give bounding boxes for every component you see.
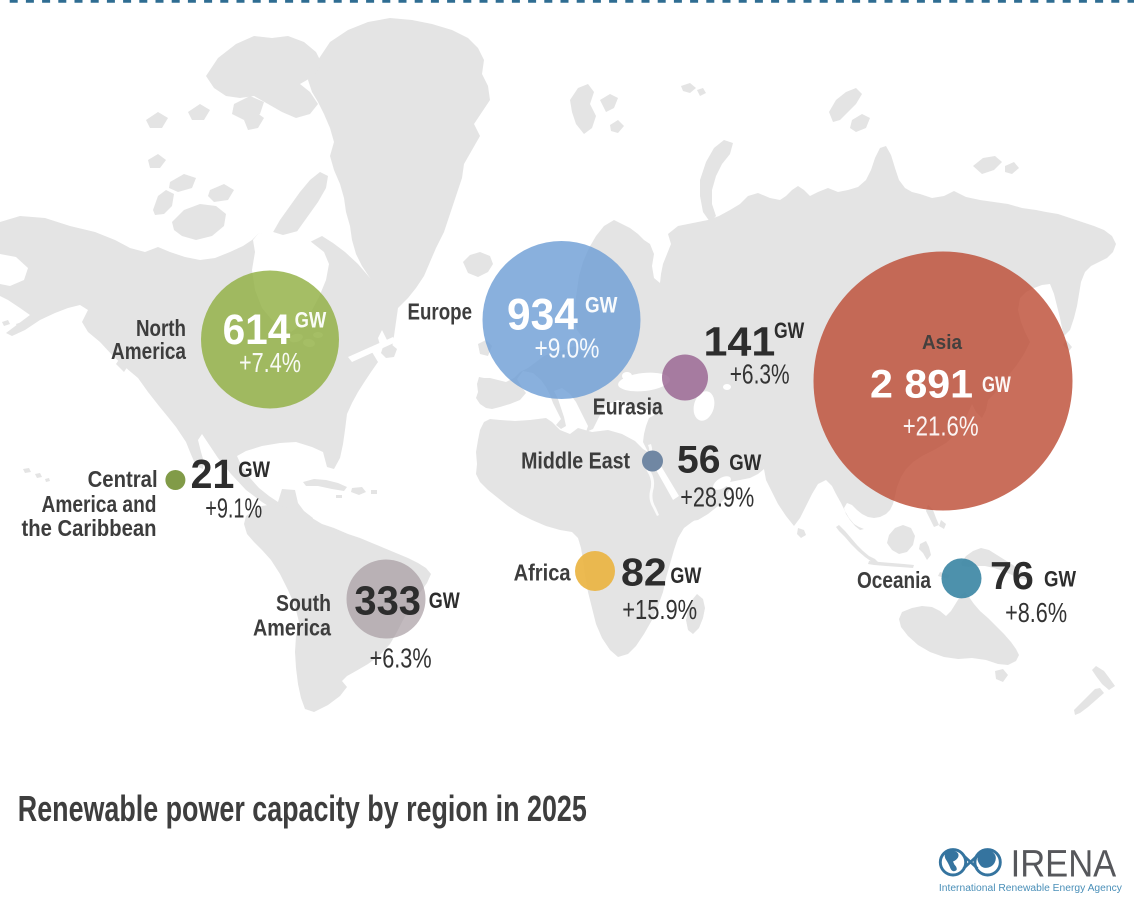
- svg-text:+21.6%: +21.6%: [903, 410, 979, 441]
- svg-text:+15.9%: +15.9%: [622, 594, 697, 625]
- svg-text:+28.9%: +28.9%: [680, 481, 754, 512]
- svg-text:GW: GW: [238, 457, 270, 482]
- svg-text:82: 82: [621, 551, 667, 594]
- svg-text:2 891: 2 891: [870, 363, 973, 407]
- svg-text:Renewable power capacity by re: Renewable power capacity by region in 20…: [18, 788, 587, 829]
- svg-text:76: 76: [990, 555, 1034, 598]
- svg-text:GW: GW: [429, 588, 460, 613]
- svg-text:+6.3%: +6.3%: [370, 642, 432, 673]
- svg-text:+8.6%: +8.6%: [1005, 597, 1067, 628]
- svg-text:614: 614: [223, 306, 291, 354]
- svg-text:+9.0%: +9.0%: [535, 333, 600, 364]
- svg-text:the Caribbean: the Caribbean: [22, 515, 157, 541]
- svg-text:21: 21: [191, 451, 235, 497]
- svg-text:Central: Central: [88, 466, 158, 492]
- svg-text:GW: GW: [729, 450, 761, 475]
- svg-text:Middle East: Middle East: [521, 448, 630, 474]
- svg-text:IRENA: IRENA: [1011, 844, 1117, 886]
- svg-text:+9.1%: +9.1%: [205, 492, 262, 523]
- svg-text:GW: GW: [295, 307, 327, 332]
- svg-text:Africa: Africa: [514, 560, 572, 586]
- svg-text:America and: America and: [42, 491, 157, 517]
- svg-text:America: America: [253, 615, 332, 641]
- svg-text:GW: GW: [982, 372, 1011, 397]
- svg-text:333: 333: [354, 577, 421, 623]
- svg-text:56: 56: [677, 438, 721, 481]
- svg-text:GW: GW: [670, 563, 701, 588]
- svg-text:Eurasia: Eurasia: [593, 394, 664, 420]
- svg-text:141: 141: [704, 318, 776, 364]
- svg-text:GW: GW: [774, 318, 804, 343]
- svg-text:South: South: [276, 590, 331, 616]
- svg-text:GW: GW: [1044, 567, 1076, 592]
- svg-text:Asia: Asia: [922, 332, 963, 354]
- svg-text:North: North: [136, 315, 186, 341]
- svg-text:GW: GW: [585, 293, 618, 318]
- svg-text:934: 934: [507, 291, 578, 340]
- svg-text:America: America: [111, 338, 187, 364]
- svg-text:+7.4%: +7.4%: [239, 347, 301, 378]
- svg-text:Oceania: Oceania: [857, 567, 932, 593]
- svg-text:+6.3%: +6.3%: [730, 359, 790, 390]
- svg-text:Europe: Europe: [408, 299, 473, 325]
- svg-text:International Renewable Energy: International Renewable Energy Agency: [939, 883, 1122, 894]
